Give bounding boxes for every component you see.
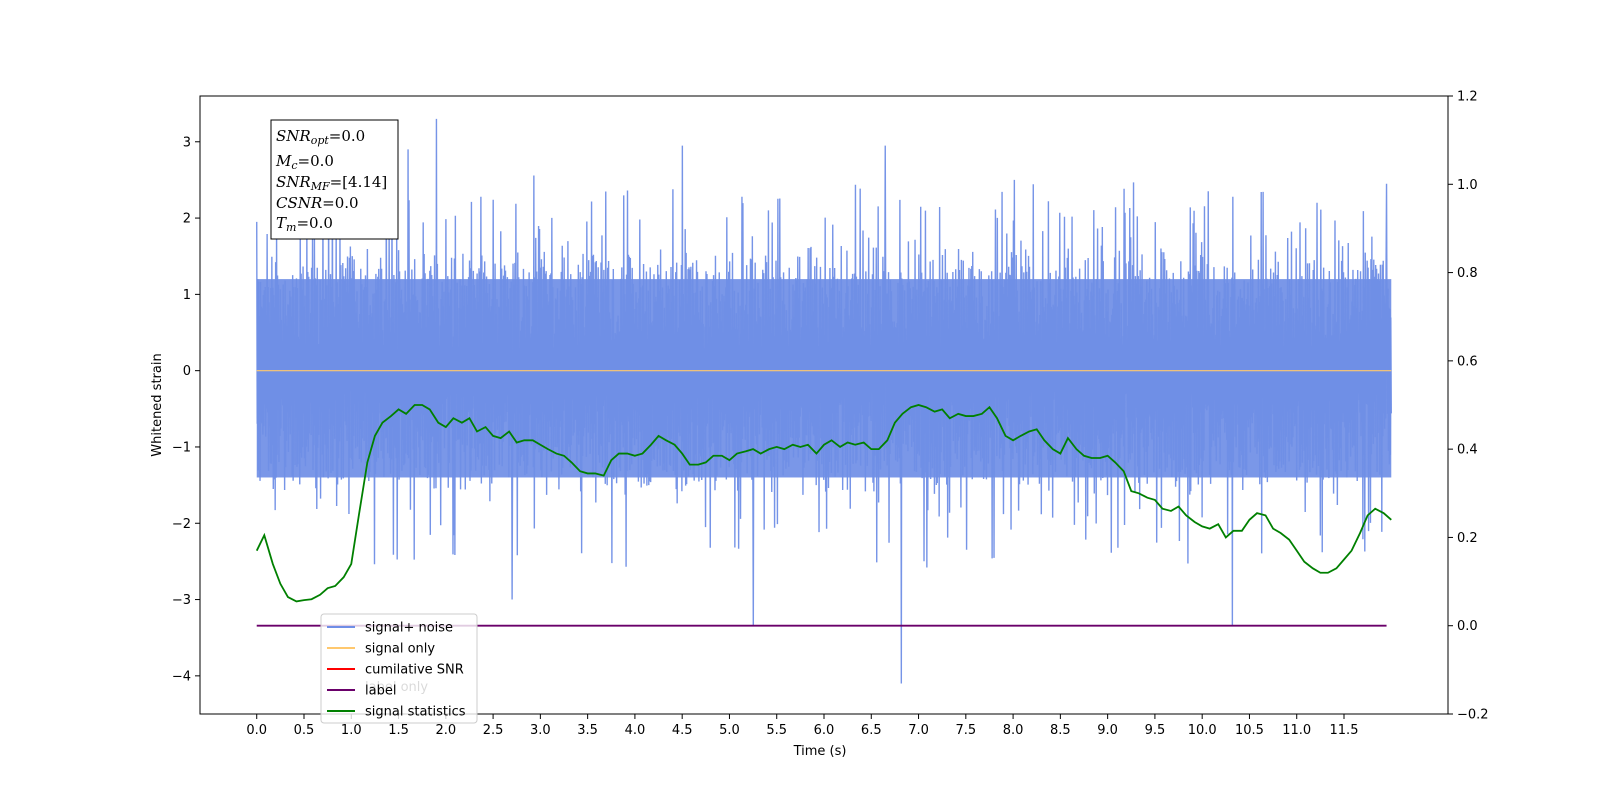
- y-tick-label: −1: [172, 440, 191, 455]
- legend-label: label: [365, 684, 396, 699]
- legend-label: signal+ noise: [365, 621, 453, 636]
- legend-hidden-overlap-text: label only: [365, 680, 428, 695]
- y2-tick-label: 0.6: [1457, 354, 1478, 369]
- y-tick-label: 2: [183, 212, 191, 227]
- stats-annotation: SNRopt=0.0 Mc=0.0 SNRMF=[4.14] CSNR=0.0 …: [270, 119, 399, 240]
- y2-tick-label: 1.2: [1457, 90, 1478, 105]
- y-axis-title: Whitened strain: [150, 353, 165, 456]
- annotation-line-mc: Mc=0.0: [275, 152, 334, 172]
- annotation-line-csnr: CSNR=0.0: [276, 194, 359, 212]
- x-tick-label: 4.5: [672, 723, 693, 738]
- x-tick-label: 6.0: [814, 723, 835, 738]
- x-tick-label: 4.0: [625, 723, 646, 738]
- x-tick-label: 2.5: [483, 723, 504, 738]
- legend-label: cumilative SNR: [365, 663, 464, 678]
- y-tick-label: 3: [183, 135, 191, 150]
- x-tick-label: 0.0: [246, 723, 267, 738]
- y2-tick-label: 0.0: [1457, 619, 1478, 634]
- annotation-line-snr-opt: SNRopt=0.0: [276, 127, 365, 147]
- x-tick-label: 10.5: [1235, 723, 1264, 738]
- x-axis-title: Time (s): [793, 744, 847, 759]
- x-tick-label: 5.5: [766, 723, 787, 738]
- legend: label only signal+ noise signal only cumil…: [320, 613, 478, 724]
- annotation-box: [270, 119, 399, 240]
- series-line-signal-statistics: [255, 404, 1392, 603]
- x-tick-label: 6.5: [861, 723, 882, 738]
- x-tick-label: 9.5: [1145, 723, 1166, 738]
- x-axis-ticks: 0.0 0.5 1.0 1.5 2.0 2.5 3.0 3.5 4.0 4.5 5.0 5.5 6.0 6…: [246, 714, 1358, 738]
- y2-tick-label: 0.4: [1457, 443, 1478, 458]
- x-tick-label: 1.0: [341, 723, 362, 738]
- x-tick-label: 1.5: [388, 723, 409, 738]
- x-tick-label: 11.0: [1282, 723, 1311, 738]
- x-tick-label: 2.0: [435, 723, 456, 738]
- x-tick-label: 7.5: [955, 723, 976, 738]
- x-tick-label: 0.5: [294, 723, 315, 738]
- x-tick-label: 8.5: [1050, 723, 1071, 738]
- noise-line: [256, 118, 1392, 684]
- y-tick-label: −4: [172, 669, 191, 684]
- legend-label: signal only: [365, 642, 435, 657]
- y-tick-label: 0: [183, 364, 191, 379]
- y2-tick-label: 1.0: [1457, 178, 1478, 193]
- x-tick-label: 3.5: [577, 723, 598, 738]
- y-axis-ticks: 3 2 1 0 −1 −2 −3 −4: [172, 135, 200, 684]
- y-tick-label: −3: [172, 593, 191, 608]
- legend-entries: signal+ noise signal only cumilative SNR la…: [327, 621, 466, 720]
- y2-tick-label: 0.2: [1457, 531, 1478, 546]
- x-tick-label: 10.0: [1188, 723, 1217, 738]
- y2-tick-label: −0.2: [1457, 708, 1489, 723]
- y2-axis-ticks: 1.2 1.0 0.8 0.6 0.4 0.2 0.0 −0.2: [1448, 90, 1489, 723]
- annotation-line-tm: Tm=0.0: [276, 214, 333, 234]
- legend-label: signal statistics: [365, 705, 466, 720]
- x-tick-label: 9.0: [1097, 723, 1118, 738]
- y2-tick-label: 0.8: [1457, 266, 1478, 281]
- x-tick-label: 7.0: [908, 723, 929, 738]
- annotation-line-snr-mf: SNRMF=[4.14]: [276, 173, 387, 193]
- x-tick-label: 8.0: [1003, 723, 1024, 738]
- y-tick-label: −2: [172, 517, 191, 532]
- y-tick-label: 1: [183, 288, 191, 303]
- x-tick-label: 11.5: [1330, 723, 1359, 738]
- legend-box: [320, 613, 478, 724]
- x-tick-label: 3.0: [530, 723, 551, 738]
- x-tick-label: 5.0: [719, 723, 740, 738]
